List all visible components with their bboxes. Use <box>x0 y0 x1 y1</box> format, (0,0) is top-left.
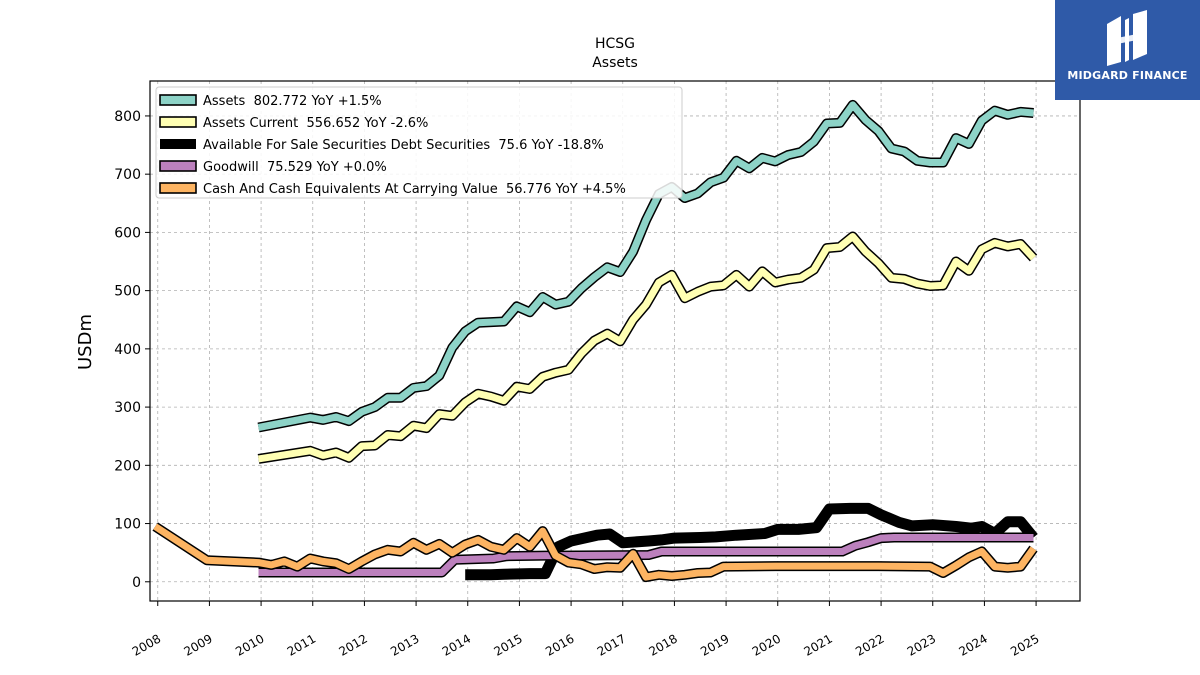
y-tick-label: 200 <box>114 458 141 474</box>
legend-label: Goodwill 75.529 YoY +0.0% <box>203 160 387 175</box>
legend-swatch <box>160 139 196 149</box>
y-tick-label: 800 <box>114 109 141 125</box>
y-tick-label: 500 <box>114 284 141 300</box>
x-tick-label: 2015 <box>491 631 524 658</box>
y-tick-label: 600 <box>114 225 141 241</box>
x-tick-label: 2020 <box>750 631 783 658</box>
legend-label: Assets 802.772 YoY +1.5% <box>203 94 382 109</box>
legend-item: Goodwill 75.529 YoY +0.0% <box>159 160 387 175</box>
x-tick-label: 2017 <box>595 631 628 658</box>
x-tick-label: 2009 <box>181 631 214 658</box>
x-tick-label: 2019 <box>698 631 731 658</box>
series-line <box>153 523 1037 581</box>
series-2 <box>257 231 1038 464</box>
legend-item: Cash And Cash Equivalents At Carrying Va… <box>159 182 626 197</box>
x-tick-label: 2023 <box>905 631 938 658</box>
legend-box <box>155 86 683 199</box>
x-tick-label: 2022 <box>853 631 886 658</box>
midgard-finance-logo-icon <box>1107 10 1147 66</box>
y-axis-label: USDm <box>75 314 96 370</box>
x-tick-label: 2025 <box>1008 631 1041 658</box>
x-tick-label: 2016 <box>543 631 576 658</box>
x-tick-label: 2013 <box>388 631 421 658</box>
legend-label: Cash And Cash Equivalents At Carrying Va… <box>203 182 626 197</box>
y-tick-label: 300 <box>114 400 141 416</box>
x-tick-label: 2014 <box>440 631 473 658</box>
x-tick-label: 2008 <box>130 631 163 658</box>
legend-item: Assets Current 556.652 YoY -2.6% <box>159 116 428 131</box>
series-line <box>257 233 1037 463</box>
x-tick-label: 2012 <box>336 631 369 658</box>
legend-label: Assets Current 556.652 YoY -2.6% <box>203 116 428 131</box>
series-outline <box>257 231 1038 464</box>
y-tick-label: 400 <box>114 342 141 358</box>
series-line <box>258 534 1034 576</box>
x-tick-label: 2021 <box>801 631 834 658</box>
legend-label: Available For Sale Securities Debt Secur… <box>203 138 604 153</box>
x-tick-label: 2024 <box>956 631 989 658</box>
plot-frame <box>149 80 1081 602</box>
y-tick-label: 100 <box>114 517 141 533</box>
chart-title: HCSG <box>595 36 635 52</box>
brand-logo: MIDGARD FINANCE <box>1055 0 1200 100</box>
y-ticks: 0 100 200 300 400 500 600 700 800 <box>114 109 150 591</box>
series-3 <box>465 502 1038 581</box>
series-4 <box>258 532 1034 578</box>
y-tick-label: 0 <box>132 575 141 591</box>
y-tick-label: 700 <box>114 167 141 183</box>
legend-item: Assets 802.772 YoY +1.5% <box>159 94 382 109</box>
x-tick-label: 2010 <box>233 631 266 658</box>
legend: Assets 802.772 YoY +1.5% Assets Current 5… <box>155 86 683 199</box>
x-ticks: 2008 2009 2010 2011 2012 2013 2014 2015 2016 2017… <box>130 601 1042 659</box>
series-line <box>465 502 1038 581</box>
x-tick-label: 2011 <box>285 631 318 658</box>
series-5 <box>152 522 1038 583</box>
legend-swatch <box>159 160 197 172</box>
legend-swatch <box>159 94 197 106</box>
legend-item: Available For Sale Securities Debt Secur… <box>160 138 604 153</box>
brand-name: MIDGARD FINANCE <box>1067 69 1188 82</box>
chart-subtitle: Assets <box>592 55 638 71</box>
legend-swatch <box>159 116 197 128</box>
legend-swatch <box>159 182 197 194</box>
x-tick-label: 2018 <box>646 631 679 658</box>
